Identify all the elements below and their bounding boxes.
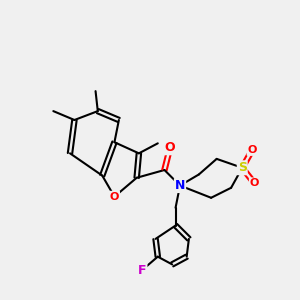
Text: F: F bbox=[138, 263, 146, 277]
Text: N: N bbox=[175, 179, 185, 192]
Text: O: O bbox=[165, 141, 175, 154]
Text: O: O bbox=[248, 145, 257, 155]
Text: S: S bbox=[238, 161, 247, 174]
Text: O: O bbox=[110, 192, 119, 202]
Text: O: O bbox=[250, 178, 259, 188]
